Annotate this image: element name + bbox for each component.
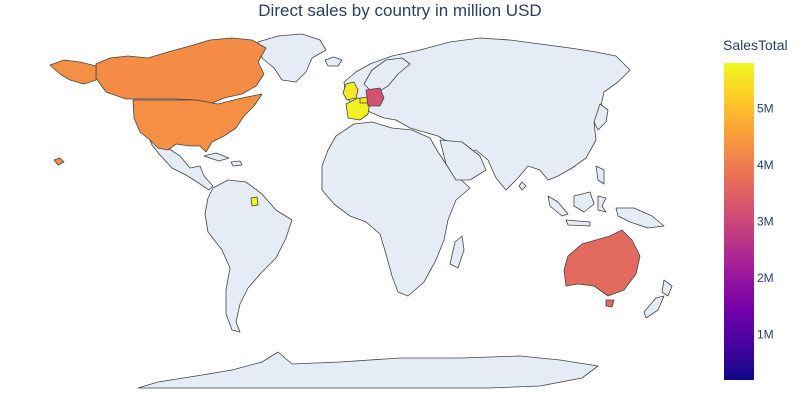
- chart-title: Direct sales by country in million USD: [258, 1, 541, 20]
- colorbar-tick-label: 4M: [757, 158, 774, 172]
- land-greenland: [257, 33, 327, 83]
- land-sumatra: [547, 195, 569, 217]
- country-shape-french-guiana: [250, 196, 259, 207]
- land-cuba: [203, 152, 230, 162]
- land-africa: [321, 121, 471, 297]
- land-arabia: [439, 139, 487, 181]
- colorbar: SalesTotal 1M 2M 3M 4M 5M: [723, 37, 788, 380]
- land-madagascar: [449, 235, 465, 269]
- colorbar-ticks: 1M 2M 3M 4M 5M: [757, 101, 774, 341]
- country-france[interactable]: [345, 97, 371, 121]
- country-shape-united-states: [132, 93, 263, 153]
- land-antarctica: [137, 351, 599, 389]
- colorbar-tick-label: 1M: [757, 328, 774, 342]
- land-new-guinea: [615, 207, 665, 229]
- colorbar-tick-label: 5M: [757, 101, 774, 115]
- country-united-kingdom[interactable]: [342, 81, 359, 101]
- country-united-states[interactable]: [49, 59, 263, 166]
- country-shape-united-kingdom: [342, 81, 359, 101]
- country-shape-germany: [365, 87, 385, 107]
- land-new-zealand-north: [661, 279, 673, 297]
- land-eurasia: [343, 37, 631, 191]
- land-sri-lanka: [518, 181, 527, 191]
- country-shape-united-states-1: [53, 157, 65, 166]
- colorbar-title: SalesTotal: [723, 37, 788, 53]
- country-shape-france: [345, 97, 371, 121]
- country-canada[interactable]: [95, 37, 267, 105]
- country-germany[interactable]: [365, 87, 385, 107]
- country-shape-canada: [95, 37, 267, 105]
- land-new-zealand-south: [643, 295, 665, 319]
- colorbar-tick-label: 2M: [757, 271, 774, 285]
- land-iceland: [324, 56, 343, 67]
- land-sulawesi: [597, 195, 607, 213]
- land-south-america: [204, 179, 293, 333]
- country-shape-united-states-2: [49, 59, 97, 85]
- colorbar-tick-label: 3M: [757, 215, 774, 229]
- land-borneo: [573, 191, 595, 213]
- land-japan: [593, 103, 609, 131]
- country-australia[interactable]: [563, 229, 641, 308]
- land-philippines: [595, 165, 605, 185]
- land-java: [565, 219, 591, 227]
- country-shape-australia: [563, 229, 641, 297]
- colorbar-gradient: [724, 63, 754, 380]
- country-layer: [49, 37, 641, 308]
- country-shape-australia-1: [605, 299, 615, 308]
- land-hispaniola: [230, 160, 243, 167]
- country-french-guiana[interactable]: [250, 196, 259, 207]
